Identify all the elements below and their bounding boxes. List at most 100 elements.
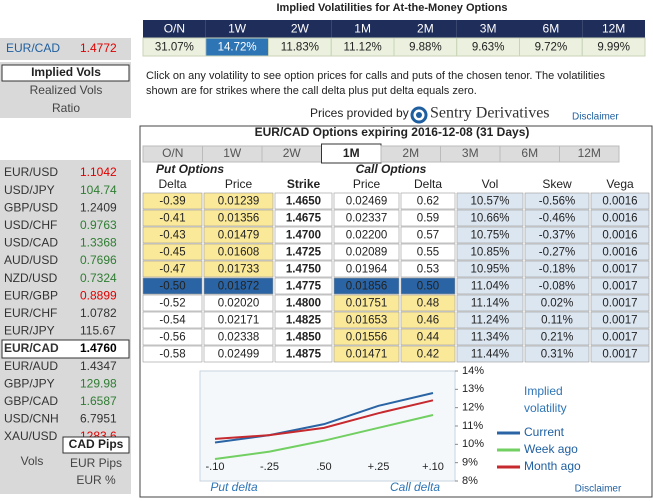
quote-rate[interactable]: 1.6587 bbox=[80, 394, 117, 408]
cell-value[interactable]: 0.01653 bbox=[346, 315, 388, 327]
vol-value[interactable]: 9.99% bbox=[597, 42, 630, 54]
quote-pair[interactable]: USD/CNH bbox=[4, 412, 59, 426]
cell[interactable] bbox=[142, 277, 203, 295]
cell-value[interactable]: 0.01751 bbox=[346, 298, 388, 310]
cell-value[interactable]: 0.02200 bbox=[346, 230, 388, 242]
cell-value[interactable]: 0.53 bbox=[417, 264, 439, 276]
vol-value[interactable]: 11.83% bbox=[281, 42, 319, 54]
cell-value[interactable]: 0.01964 bbox=[346, 264, 388, 276]
cell-value[interactable]: 0.01608 bbox=[218, 247, 260, 259]
cell[interactable] bbox=[400, 294, 456, 312]
cell-value[interactable]: 0.02469 bbox=[346, 196, 388, 208]
cell[interactable] bbox=[203, 243, 274, 261]
vol-value[interactable]: 31.07% bbox=[155, 42, 194, 54]
cell[interactable] bbox=[142, 192, 203, 210]
cell[interactable] bbox=[333, 328, 400, 346]
cell-value[interactable]: 0.01356 bbox=[218, 213, 260, 225]
tab-label[interactable]: 12M bbox=[578, 146, 601, 160]
cell[interactable] bbox=[400, 277, 456, 295]
cell[interactable] bbox=[400, 226, 456, 244]
cell[interactable] bbox=[203, 192, 274, 210]
vol-value[interactable]: 9.88% bbox=[409, 42, 442, 54]
cell-value[interactable]: 0.55 bbox=[417, 247, 439, 259]
quote-pair[interactable]: EUR/CHF bbox=[4, 306, 57, 320]
cell-value[interactable]: 0.59 bbox=[417, 213, 439, 225]
cell-value[interactable]: -0.52 bbox=[159, 298, 185, 310]
tab-label[interactable]: 2W bbox=[283, 146, 302, 160]
cell-value[interactable]: 0.01856 bbox=[346, 281, 388, 293]
eur-pips[interactable]: EUR Pips bbox=[70, 456, 122, 470]
cell[interactable] bbox=[142, 260, 203, 278]
quote-pair[interactable]: XAU/USD bbox=[4, 429, 58, 443]
cell[interactable] bbox=[142, 243, 203, 261]
cell-value[interactable]: 0.02020 bbox=[218, 298, 260, 310]
cell[interactable] bbox=[400, 209, 456, 227]
tab-label[interactable]: 1W bbox=[223, 146, 242, 160]
cell-value[interactable]: 0.02089 bbox=[346, 247, 388, 259]
cell-value[interactable]: 0.02337 bbox=[346, 213, 388, 225]
quote-pair[interactable]: GBP/CAD bbox=[4, 394, 58, 408]
vol-cell[interactable] bbox=[581, 37, 646, 57]
cell-value[interactable]: 0.57 bbox=[417, 230, 439, 242]
cell[interactable] bbox=[203, 226, 274, 244]
cell[interactable] bbox=[333, 311, 400, 329]
cell[interactable] bbox=[333, 345, 400, 363]
quote-pair[interactable]: EUR/USD bbox=[4, 165, 58, 179]
cell-value[interactable]: 0.44 bbox=[417, 332, 440, 344]
quote-rate[interactable]: 1.4347 bbox=[80, 359, 117, 373]
cell[interactable] bbox=[142, 328, 203, 346]
tab-label[interactable]: 6M bbox=[521, 146, 538, 160]
vol-value[interactable]: 9.72% bbox=[535, 42, 568, 54]
menu-item[interactable]: Realized Vols bbox=[30, 83, 103, 97]
cell-value[interactable]: 0.01733 bbox=[218, 264, 260, 276]
quote-rate[interactable]: 1.4760 bbox=[80, 341, 117, 355]
cell[interactable] bbox=[142, 226, 203, 244]
quote-pair[interactable]: USD/CAD bbox=[4, 236, 58, 250]
cell-value[interactable]: -0.39 bbox=[159, 196, 185, 208]
cell[interactable] bbox=[333, 243, 400, 261]
cell-value[interactable]: 0.48 bbox=[417, 298, 439, 310]
cell[interactable] bbox=[400, 260, 456, 278]
cell-value[interactable]: 0.01479 bbox=[218, 230, 260, 242]
cell[interactable] bbox=[333, 294, 400, 312]
vol-value[interactable]: 9.63% bbox=[472, 42, 505, 54]
quote-rate[interactable]: 1.1042 bbox=[80, 165, 117, 179]
cell[interactable] bbox=[203, 345, 274, 363]
tab-label[interactable]: 1M bbox=[343, 146, 360, 160]
disclaimer[interactable]: Disclaimer bbox=[572, 112, 619, 123]
cell[interactable] bbox=[203, 294, 274, 312]
cell[interactable] bbox=[203, 311, 274, 329]
cell[interactable] bbox=[400, 243, 456, 261]
tab-label[interactable]: O/N bbox=[162, 146, 183, 160]
vol-value[interactable]: 11.12% bbox=[344, 42, 382, 54]
cad-pips[interactable]: CAD Pips bbox=[69, 437, 124, 451]
quote-rate[interactable]: 1.2409 bbox=[80, 200, 117, 214]
cell-value[interactable]: -0.54 bbox=[159, 315, 186, 327]
quote-pair[interactable]: EUR/JPY bbox=[4, 324, 55, 338]
quote-rate[interactable]: 115.67 bbox=[80, 324, 116, 338]
menu-item[interactable]: Ratio bbox=[52, 101, 80, 115]
menu-item[interactable]: Implied Vols bbox=[31, 65, 101, 79]
cell[interactable] bbox=[400, 345, 456, 363]
cell[interactable] bbox=[400, 192, 456, 210]
quote-rate[interactable]: 1.0782 bbox=[80, 306, 117, 320]
cell-value[interactable]: 0.46 bbox=[417, 315, 439, 327]
cell-value[interactable]: 0.01556 bbox=[346, 332, 388, 344]
cell-value[interactable]: 0.42 bbox=[417, 349, 439, 361]
cell[interactable] bbox=[400, 311, 456, 329]
cell-value[interactable]: -0.45 bbox=[159, 247, 185, 259]
quote-pair[interactable]: EUR/CAD bbox=[4, 341, 59, 355]
quote-rate[interactable]: 1.3368 bbox=[80, 236, 117, 250]
options-disclaimer[interactable]: Disclaimer bbox=[575, 484, 622, 495]
quote-pair[interactable]: GBP/JPY bbox=[4, 376, 55, 390]
quote-pair[interactable]: USD/CHF bbox=[4, 218, 57, 232]
cell-value[interactable]: 0.02171 bbox=[218, 315, 260, 327]
quote-pair[interactable]: EUR/GBP bbox=[4, 288, 58, 302]
quote-rate[interactable]: 0.7324 bbox=[80, 271, 117, 285]
cell[interactable] bbox=[142, 345, 203, 363]
cell-value[interactable]: -0.50 bbox=[159, 281, 185, 293]
quote-rate[interactable]: 0.7696 bbox=[80, 253, 117, 267]
cell[interactable] bbox=[333, 260, 400, 278]
tab-label[interactable]: 3M bbox=[462, 146, 479, 160]
cell[interactable] bbox=[333, 209, 400, 227]
